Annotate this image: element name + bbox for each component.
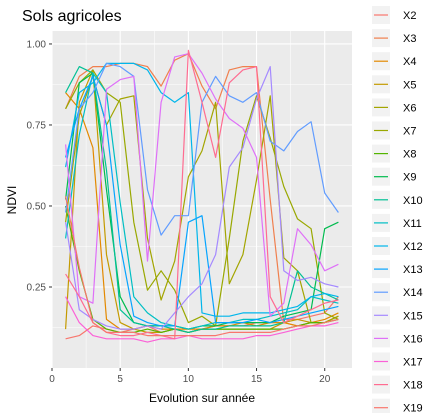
- legend-label: X3: [403, 33, 416, 45]
- legend-label: X6: [403, 102, 416, 114]
- legend-item-x11: X11: [372, 213, 422, 232]
- legend-item-x16: X16: [372, 329, 423, 348]
- legend-item-x17: X17: [372, 352, 423, 371]
- legend-key-background: [372, 398, 390, 417]
- y-tick-label: 1.00: [27, 39, 47, 50]
- series-line-x10: [65, 65, 339, 333]
- legend-item-x3: X3: [372, 29, 416, 48]
- series-line-x17: [65, 296, 339, 343]
- legend-item-x4: X4: [372, 52, 416, 71]
- series-line-x7: [65, 69, 339, 327]
- y-tick-label: 0.75: [27, 120, 47, 131]
- series-line-x11: [65, 72, 339, 330]
- legend-label: X19: [403, 403, 423, 413]
- y-tick-label: 0.25: [27, 282, 47, 293]
- series-line-x15: [65, 65, 339, 330]
- chart-title: Sols agricoles: [22, 8, 122, 25]
- y-axis-title: NDVI: [5, 186, 19, 215]
- legend-label: X2: [403, 10, 416, 22]
- legend-item-x18: X18: [372, 375, 423, 394]
- legend-label: X13: [403, 264, 423, 276]
- legend-item-x15: X15: [372, 306, 423, 325]
- legend-item-x14: X14: [372, 283, 423, 302]
- legend-label: X16: [403, 333, 423, 345]
- series-line-x12: [65, 62, 339, 317]
- x-tick-label: 20: [319, 374, 331, 385]
- legend-label: X17: [403, 357, 423, 369]
- series-line-x6: [65, 75, 339, 324]
- legend-item-x10: X10: [372, 190, 423, 209]
- x-tick-label: 15: [251, 374, 263, 385]
- legend-label: X12: [403, 241, 423, 253]
- axes: 0 5 10 15 20 0.25 0.50 0.75 1.00: [27, 39, 331, 385]
- legend-label: X18: [403, 380, 423, 392]
- legend-label: X9: [403, 172, 416, 184]
- legend-label: X5: [403, 79, 416, 91]
- legend-label: X7: [403, 126, 416, 138]
- x-tick-label: 5: [117, 374, 123, 385]
- series-line-x18: [65, 49, 339, 340]
- legend-item-x13: X13: [372, 260, 423, 279]
- legend-item-x8: X8: [372, 144, 416, 163]
- legend: X2 X3 X4 X5 X6 X7 X8 X9 X10 X11 X12 X13 X14 X15 X16 X17…: [372, 6, 423, 417]
- legend-label: X14: [403, 287, 423, 299]
- y-tick-label: 0.50: [27, 201, 47, 212]
- legend-label: X10: [403, 195, 423, 207]
- legend-item-x9: X9: [372, 167, 416, 186]
- series-line-x19: [65, 196, 339, 337]
- legend-item-x5: X5: [372, 75, 416, 94]
- legend-item-x12: X12: [372, 237, 423, 255]
- legend-item-x6: X6: [372, 98, 416, 117]
- legend-label: X15: [403, 310, 423, 322]
- legend-item-x7: X7: [372, 121, 416, 140]
- legend-label: X11: [403, 218, 422, 230]
- legend-item-x2: X2: [372, 6, 416, 24]
- series-line-x13: [65, 75, 339, 327]
- legend-item-x19: X19: [372, 398, 423, 417]
- legend-label: X8: [403, 149, 416, 161]
- series-lines: [65, 49, 339, 343]
- legend-label: X4: [403, 56, 416, 68]
- x-axis-title: Evolution sur année: [149, 391, 255, 405]
- x-tick-label: 10: [183, 374, 195, 385]
- series-line-x16: [65, 53, 339, 317]
- x-tick-label: 0: [49, 374, 55, 385]
